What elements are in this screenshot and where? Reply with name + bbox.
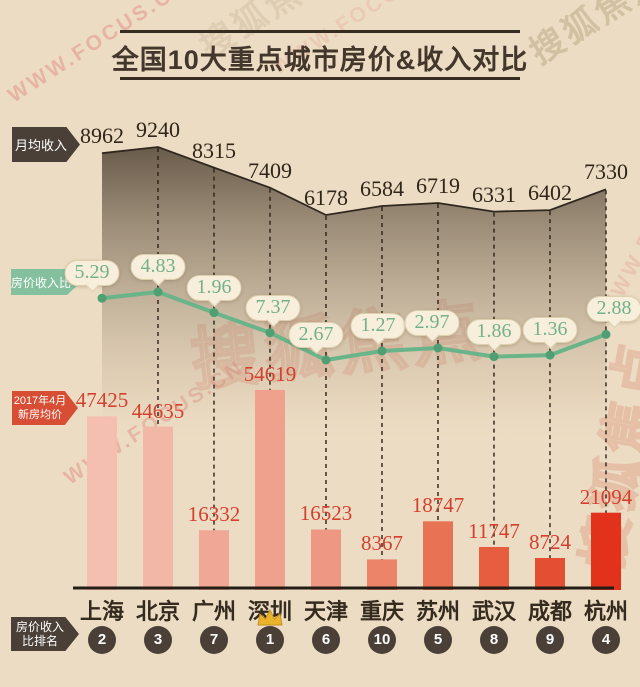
rank-badge: 4 (592, 626, 620, 654)
ratio-value-text: 1.96 (196, 275, 232, 298)
legend-rank-label-line1: 房价收入 (15, 620, 64, 634)
ratio-value-text: 7.37 (255, 295, 291, 318)
ratio-value-text: 1.86 (476, 319, 512, 342)
ratio-value-text: 4.83 (140, 255, 176, 277)
price-value-label: 8724 (529, 530, 571, 555)
price-bar (311, 529, 341, 590)
price-bar (535, 558, 565, 590)
title-rule-top (120, 30, 520, 33)
income-value-label: 6402 (528, 180, 572, 206)
price-bar (423, 521, 453, 590)
price-value-label: 16523 (299, 501, 353, 526)
ratio-value-bubble: 4.83 (130, 254, 186, 287)
legend-rank-label-line2: 比排名 (21, 634, 58, 648)
rank-badge: 10 (368, 626, 396, 654)
price-value-label: 16332 (187, 502, 241, 527)
legend-income-tag: 月均收入 (12, 127, 80, 162)
ratio-value-text: 5.29 (74, 261, 110, 284)
legend-rank-tag: 房价收入 比排名 (11, 617, 79, 651)
ratio-marker (321, 355, 331, 365)
rank-badge: 7 (200, 626, 228, 654)
income-value-label: 9240 (136, 117, 180, 142)
city-label: 杭州 (583, 599, 628, 624)
rank-badge: 8 (480, 626, 508, 654)
legend-ratio-tag: 房价收入比 (11, 269, 81, 295)
crown-icon (256, 608, 284, 627)
title-rule-bottom (120, 77, 520, 80)
page-title: 全国10大重点城市房价&收入对比 (111, 45, 529, 75)
ratio-value-text: 1.36 (532, 318, 568, 341)
price-bar (255, 389, 285, 590)
ratio-value-bubble: 1.86 (466, 318, 522, 351)
income-value-label: 6584 (360, 176, 404, 202)
income-value-label: 6719 (416, 173, 460, 199)
ratio-value-text: 2.67 (298, 323, 334, 346)
ratio-value-bubble: 5.29 (64, 260, 120, 293)
income-value-label: 8962 (80, 123, 124, 149)
ratio-marker (545, 350, 555, 360)
rank-badge: 6 (312, 626, 340, 654)
ratio-value-bubble: 1.27 (350, 313, 406, 346)
ratio-value-bubble: 7.37 (245, 294, 301, 327)
rank-badge: 3 (144, 626, 172, 654)
city-label: 重庆 (359, 599, 404, 624)
ratio-value-bubble: 2.67 (288, 322, 344, 355)
income-line (101, 146, 607, 216)
ratio-marker (489, 352, 499, 362)
rank-badge: 1 (256, 626, 284, 654)
income-value-label: 7330 (584, 159, 628, 185)
income-value-label: 6331 (472, 181, 516, 207)
city-label: 苏州 (415, 599, 460, 624)
ratio-marker (377, 346, 387, 356)
price-bar (367, 559, 397, 590)
price-bar (479, 547, 509, 590)
price-value-label: 47425 (75, 388, 129, 413)
legend-price-tag: 2017年4月 新房均价 (12, 391, 78, 425)
ratio-value-bubble: 2.97 (404, 310, 460, 343)
ratio-marker (209, 308, 219, 318)
city-label: 武汉 (471, 599, 516, 624)
city-label: 广州 (191, 599, 236, 624)
income-area-fill (102, 147, 606, 448)
price-value-label: 8367 (361, 531, 403, 556)
income-value-label: 6178 (304, 185, 348, 211)
ratio-value-bubble: 1.36 (522, 317, 578, 350)
price-bar (143, 426, 173, 590)
price-bar (591, 512, 621, 590)
ratio-marker (265, 328, 275, 338)
ratio-value-bubble: 2.88 (586, 296, 640, 329)
legend-ratio-label: 房价收入比 (11, 275, 72, 290)
ratio-value-bubble: 1.96 (186, 274, 242, 307)
price-value-label: 54619 (243, 361, 297, 386)
ratio-marker (153, 287, 163, 297)
price-value-label: 11747 (468, 518, 520, 543)
price-bar (199, 530, 229, 590)
rank-badge: 2 (88, 626, 116, 654)
legend-price-label-line1: 2017年4月 (13, 395, 67, 407)
price-value-label: 21094 (579, 484, 633, 509)
income-value-label: 8315 (192, 137, 236, 163)
ratio-value-text: 2.88 (596, 297, 632, 320)
ratio-marker (97, 293, 107, 303)
city-label: 上海 (79, 599, 124, 624)
ratio-value-text: 2.97 (414, 311, 450, 334)
ratio-line (100, 290, 608, 362)
ratio-marker (433, 343, 443, 353)
legend-income-label: 月均收入 (14, 138, 67, 153)
price-bar (87, 416, 117, 590)
ratio-value-text: 1.27 (360, 314, 396, 337)
income-value-label: 7409 (248, 157, 292, 183)
ratio-marker (601, 329, 611, 339)
rank-badge: 5 (424, 626, 452, 654)
rank-badge: 9 (536, 626, 564, 654)
price-value-label: 18747 (411, 493, 465, 518)
city-label: 天津 (303, 599, 348, 624)
price-value-label: 44635 (131, 398, 185, 423)
city-label: 北京 (135, 599, 180, 624)
legend-price-label-line2: 新房均价 (18, 409, 62, 421)
city-label: 成都 (527, 599, 572, 624)
